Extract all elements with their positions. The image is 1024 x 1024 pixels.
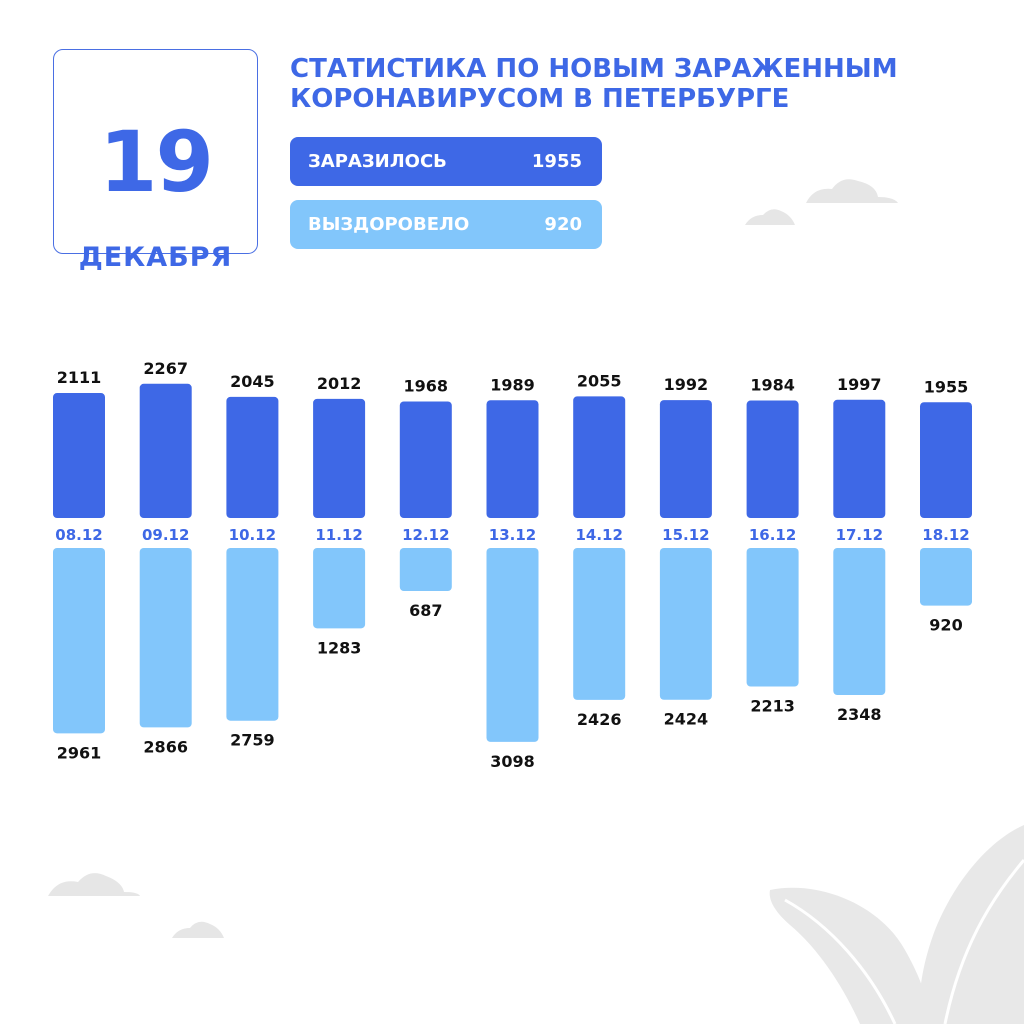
date-label: 09.12	[142, 526, 189, 544]
value-label-recovered: 687	[409, 601, 442, 620]
date-label: 18.12	[922, 526, 969, 544]
value-label-recovered: 1283	[317, 638, 362, 657]
bar-infected	[139, 383, 192, 518]
bar-recovered	[313, 548, 366, 629]
bar-infected	[486, 400, 539, 518]
date-label: 17.12	[836, 526, 883, 544]
date-day: 19	[99, 113, 214, 211]
date-label: 12.12	[402, 526, 449, 544]
bar-recovered	[920, 548, 972, 606]
value-label-infected: 1984	[750, 376, 795, 395]
date-card: 19 ДЕКАБРЯ	[53, 49, 258, 273]
legend-recovered-label: ВЫЗДОРОВЕЛО	[308, 214, 470, 235]
value-label-infected: 1992	[664, 375, 709, 394]
bar-recovered	[833, 548, 886, 695]
title-line-1: СТАТИСТИКА ПО НОВЫМ ЗАРАЖЕННЫМ	[290, 54, 898, 84]
legend-recovered: ВЫЗДОРОВЕЛО 920	[290, 200, 602, 249]
bar-infected	[833, 399, 886, 518]
bar-recovered	[399, 548, 452, 592]
value-label-recovered: 2213	[750, 697, 795, 716]
date-label: 08.12	[55, 526, 102, 544]
date-month: ДЕКАБРЯ	[78, 242, 233, 273]
bar-infected	[226, 396, 279, 518]
value-label-infected: 2045	[230, 372, 275, 391]
date-label: 14.12	[575, 526, 622, 544]
bar-recovered	[746, 548, 799, 687]
value-label-recovered: 2866	[143, 737, 188, 756]
value-label-infected: 1997	[837, 375, 882, 394]
bar-recovered	[53, 548, 105, 734]
date-label: 13.12	[489, 526, 536, 544]
bar-recovered	[226, 548, 279, 721]
date-label: 16.12	[749, 526, 796, 544]
value-label-recovered: 2759	[230, 731, 275, 750]
date-label: 15.12	[662, 526, 709, 544]
date-label: 11.12	[315, 526, 362, 544]
bar-infected	[313, 398, 366, 518]
value-label-infected: 2267	[143, 359, 188, 378]
bar-infected	[53, 393, 105, 518]
value-label-recovered: 2426	[577, 710, 622, 729]
value-label-infected: 2055	[577, 371, 622, 390]
page-title: СТАТИСТИКА ПО НОВЫМ ЗАРАЖЕННЫМ КОРОНАВИР…	[290, 54, 930, 114]
legend-infected: ЗАРАЗИЛОСЬ 1955	[290, 137, 602, 186]
bar-recovered	[486, 548, 539, 742]
value-label-recovered: 2961	[57, 743, 102, 762]
legend-infected-label: ЗАРАЗИЛОСЬ	[308, 151, 447, 172]
value-label-recovered: 920	[929, 616, 962, 635]
bar-recovered	[573, 548, 626, 700]
date-label: 10.12	[229, 526, 276, 544]
value-label-infected: 1989	[490, 375, 535, 394]
value-label-recovered: 2348	[837, 705, 882, 724]
value-label-infected: 1968	[404, 376, 449, 395]
value-label-infected: 1955	[924, 377, 969, 396]
value-label-infected: 2012	[317, 374, 362, 393]
bar-infected	[746, 400, 799, 518]
bar-infected	[399, 401, 452, 518]
bar-recovered	[659, 548, 712, 700]
legend-recovered-value: 920	[544, 214, 582, 235]
title-line-2: КОРОНАВИРУСОМ В ПЕТЕРБУРГЕ	[290, 84, 790, 114]
value-label-infected: 2111	[57, 368, 102, 387]
bar-infected	[920, 402, 972, 518]
value-label-recovered: 2424	[664, 710, 709, 729]
bar-infected	[573, 396, 626, 518]
bar-infected	[659, 400, 712, 518]
bar-recovered	[139, 548, 192, 728]
value-label-recovered: 3098	[490, 752, 535, 771]
legend-infected-value: 1955	[531, 151, 582, 172]
